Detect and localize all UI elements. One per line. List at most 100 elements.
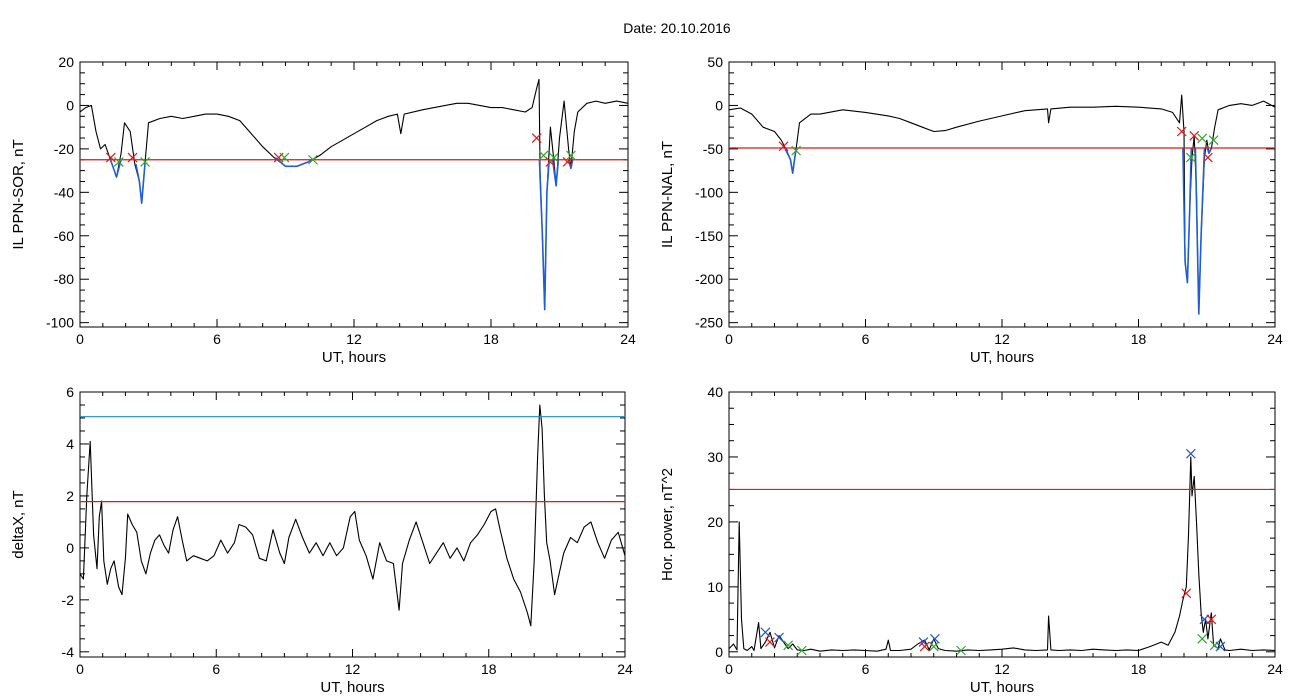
x-tick-label: 0	[76, 331, 84, 347]
marker-green	[783, 640, 794, 651]
highlight-segment	[1206, 147, 1213, 154]
x-axis-title: UT, hours	[970, 349, 1034, 366]
x-tick-label: 18	[1131, 331, 1147, 347]
marker-red	[105, 152, 116, 163]
marker-green	[791, 145, 802, 156]
marker-blue	[1185, 448, 1196, 459]
x-tick-label: 0	[725, 331, 733, 347]
y-tick-label: 0	[66, 540, 74, 556]
y-tick-label: 4	[66, 436, 74, 452]
y-tick-label: -250	[695, 315, 723, 331]
y-tick-label: -80	[54, 271, 74, 287]
y-tick-label: 0	[66, 97, 74, 113]
marker-green	[113, 156, 124, 167]
y-axis-title: IL PPN-NAL, nT	[659, 141, 676, 248]
panel-il-ppn-nal: 0 6 12 18 24 50 0 -50 -100 -150 -200 -250 UT, hours I…	[659, 54, 1283, 366]
data-trace	[729, 456, 1275, 652]
marker-green	[1197, 133, 1208, 144]
marker-green	[1209, 640, 1220, 651]
y-axis-title: IL PPN-SOR, nT	[10, 139, 27, 249]
marker-red	[919, 641, 930, 652]
marker-green	[796, 645, 807, 656]
data-trace	[729, 94, 1275, 315]
plot-area	[80, 404, 625, 627]
panel-deltax: 0 6 12 18 24 6 4 2 0 -2 -4 UT, hours deltaX, nT	[10, 384, 633, 696]
x-tick-label: 24	[1267, 331, 1283, 347]
y-tick-label: 0	[715, 644, 723, 660]
marker-green	[548, 152, 559, 163]
y-tick-label: 2	[66, 488, 74, 504]
y-tick-label: -60	[54, 228, 74, 244]
date-title: Date: 20.10.2016	[623, 20, 731, 36]
x-tick-label: 12	[345, 661, 361, 677]
x-tick-label: 18	[483, 331, 499, 347]
marker-red	[545, 156, 556, 167]
y-tick-label: 10	[707, 579, 723, 595]
marker-green	[565, 150, 576, 161]
x-tick-label: 6	[862, 331, 870, 347]
x-tick-label: 24	[620, 331, 636, 347]
y-axis-title: deltaX, nT	[10, 490, 27, 558]
plot-area	[729, 94, 1275, 315]
y-tick-label: 30	[707, 449, 723, 465]
x-tick-label: 6	[212, 661, 220, 677]
highlight-segment	[567, 159, 574, 170]
marker-red	[1189, 130, 1200, 141]
panel-il-ppn-sor: 0 6 12 18 24 20 0 -20 -40 -60 -80 -100 UT, hours IL P…	[10, 54, 636, 366]
data-trace	[80, 404, 625, 627]
marker-blue	[774, 632, 784, 643]
marker-red	[562, 156, 573, 167]
y-tick-label: -20	[54, 141, 74, 157]
x-tick-label: 18	[1131, 661, 1147, 677]
x-tick-label: 0	[76, 661, 84, 677]
y-tick-label: -100	[46, 315, 74, 331]
plot-area	[80, 78, 628, 311]
plot-frame	[728, 61, 1276, 328]
y-axis-title: Hor. power, nT^2	[659, 468, 676, 581]
highlight-segment	[108, 157, 122, 178]
marker-green	[956, 645, 966, 656]
x-tick-label: 12	[994, 331, 1010, 347]
marker-red	[1181, 588, 1192, 599]
marker-green	[1208, 135, 1219, 146]
x-axis-title: UT, hours	[970, 679, 1034, 696]
marker-green	[1185, 152, 1196, 163]
marker-blue	[1215, 641, 1226, 652]
marker-blue	[760, 627, 771, 638]
x-tick-label: 0	[725, 661, 733, 677]
highlight-segment	[1194, 147, 1206, 315]
x-tick-label: 6	[213, 331, 221, 347]
x-tick-label: 18	[481, 661, 497, 677]
y-tick-label: -100	[695, 184, 723, 200]
marker-green	[1197, 633, 1208, 644]
marker-red	[531, 133, 542, 143]
highlight-segment	[551, 159, 560, 187]
marker-red	[127, 152, 138, 163]
marker-green	[140, 156, 150, 167]
y-tick-label: 20	[707, 514, 723, 530]
marker-red	[1202, 152, 1213, 163]
highlight-segment	[135, 161, 146, 204]
highlight-segment	[783, 147, 797, 174]
y-tick-label: 0	[715, 97, 723, 113]
x-tick-label: 12	[346, 331, 362, 347]
plot-frame	[79, 391, 626, 658]
x-tick-label: 24	[617, 661, 633, 677]
x-tick-label: 12	[994, 661, 1010, 677]
y-tick-label: -2	[62, 592, 75, 608]
y-tick-label: 40	[707, 384, 723, 400]
y-tick-label: -200	[695, 271, 723, 287]
y-tick-label: 6	[66, 384, 74, 400]
highlight-segment	[538, 159, 550, 311]
marker-green	[279, 152, 290, 163]
x-tick-label: 6	[862, 661, 870, 677]
y-tick-label: -40	[54, 184, 74, 200]
y-tick-label: -4	[62, 644, 75, 660]
x-axis-title: UT, hours	[320, 679, 384, 696]
marker-red	[1206, 614, 1217, 625]
y-tick-label: 50	[707, 54, 723, 70]
plot-frame	[728, 391, 1276, 658]
plot-area	[729, 448, 1275, 656]
highlight-segment	[274, 156, 314, 168]
